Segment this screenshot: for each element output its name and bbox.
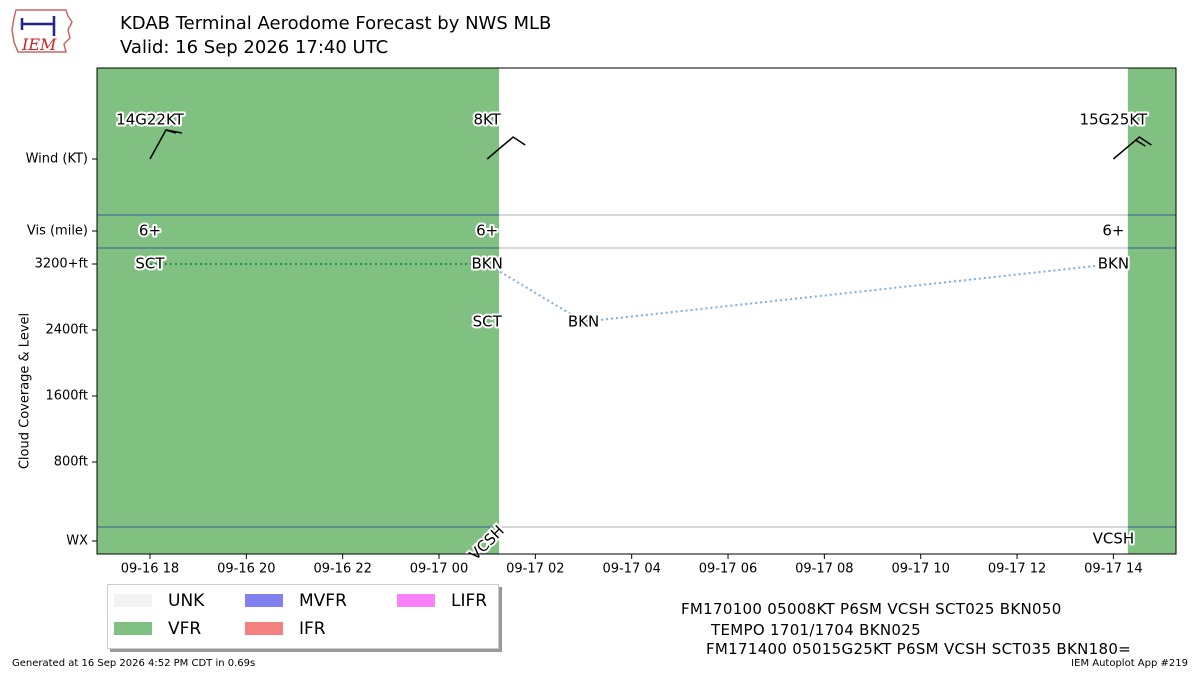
wind-vane-icon (20, 16, 56, 36)
category-band-vfr (1127, 68, 1176, 554)
generated-note: Generated at 16 Sep 2026 4:52 PM CDT in … (12, 658, 256, 669)
y-row-label: Wind (KT) (26, 152, 88, 167)
chart-subtitle: Valid: 16 Sep 2026 17:40 UTC (120, 37, 389, 58)
x-tick-label: 09-17 08 (795, 562, 853, 577)
cloud-label: BKN (471, 255, 502, 273)
legend-swatch (114, 594, 152, 607)
taf-line-3: FM171400 05015G25KT P6SM VCSH SCT035 BKN… (706, 640, 1132, 658)
legend-item-lifr: LIFR (397, 591, 487, 611)
taf-line-2: TEMPO 1701/1704 BKN025 (711, 621, 921, 639)
x-tick-label: 09-17 02 (506, 562, 564, 577)
iem-logo: IEM (11, 9, 73, 54)
plot-frame (96, 67, 1177, 555)
legend-swatch (397, 594, 435, 607)
legend-label: VFR (168, 619, 202, 639)
taf-line-1: FM170100 05008KT P6SM VCSH SCT025 BKN050 (681, 600, 1062, 618)
legend-swatch (245, 622, 283, 635)
wind-barb-flag (165, 129, 177, 134)
legend-item-mvfr: MVFR (245, 591, 347, 611)
cloud-label: SCT (473, 312, 503, 330)
wind-barb (1112, 136, 1152, 160)
weather-label: VCSH (1093, 530, 1135, 548)
y-row-label: Vis (mile) (27, 224, 88, 239)
legend-item-vfr: VFR (114, 619, 201, 639)
cloud-label: BKN (1098, 255, 1129, 273)
y-cloud-tick-label: 800ft (54, 455, 88, 470)
legend-item-unk: UNK (114, 591, 204, 611)
x-tick-label: 09-16 22 (313, 562, 371, 577)
legend-label: UNK (168, 591, 205, 611)
chart-axes: 09-16 18 09-16 20 09-16 22 09-17 00 09-17 02… (18, 67, 1177, 577)
x-tick-label: 09-17 00 (410, 562, 468, 577)
x-tick-label: 09-16 20 (217, 562, 275, 577)
y-row-label: WX (66, 534, 88, 549)
legend-swatch (114, 622, 152, 635)
x-tick-label: 09-17 06 (699, 562, 757, 577)
forecast-marks: 14G22KT 6+ SCT 8KT 6+ SCT BKN VCSH BKN 15G25KT 6+ B… (114, 109, 1152, 566)
legend-label: IFR (299, 619, 326, 639)
x-tick-label: 09-17 14 (1084, 562, 1142, 577)
x-tick-label: 09-16 18 (121, 562, 179, 577)
visibility-label: 6+ (139, 222, 161, 240)
wind-label: 8KT (473, 111, 501, 129)
x-tick-label: 09-17 04 (602, 562, 660, 577)
cloud-lines (149, 263, 1114, 323)
app-credit: IEM Autoplot App #219 (1071, 658, 1188, 669)
legend-item-ifr: IFR (245, 619, 326, 639)
flight-category-bands (97, 68, 1176, 554)
legend-swatch (245, 594, 283, 607)
y-cloud-tick-label: 1600ft (45, 389, 88, 404)
wind-label: 14G22KT (116, 111, 184, 129)
legend: UNK MVFR LIFR VFR IFR (107, 584, 499, 649)
chart-title: KDAB Terminal Aerodome Forecast by NWS M… (120, 13, 552, 34)
category-band-unk (499, 68, 1128, 554)
y-cloud-tick-label: 3200+ft (35, 257, 88, 272)
category-band-vfr (97, 68, 500, 554)
visibility-label: 6+ (1102, 222, 1124, 240)
x-tick-label: 09-17 12 (988, 562, 1046, 577)
wind-barb (486, 136, 526, 160)
wind-label: 15G25KT (1080, 111, 1148, 129)
cloud-label: BKN (568, 312, 599, 330)
x-tick-label: 09-17 10 (891, 562, 949, 577)
y-cloud-tick-label: 2400ft (45, 323, 88, 338)
cloud-label: SCT (135, 255, 165, 273)
wind-barb-flag (1134, 139, 1146, 147)
legend-label: MVFR (299, 591, 347, 611)
legend-label: LIFR (451, 591, 488, 611)
logo-text: IEM (21, 35, 57, 54)
row-dividers (97, 214, 1176, 528)
visibility-label: 6+ (476, 222, 498, 240)
y-axis-title: Cloud Coverage & Level (18, 313, 33, 469)
